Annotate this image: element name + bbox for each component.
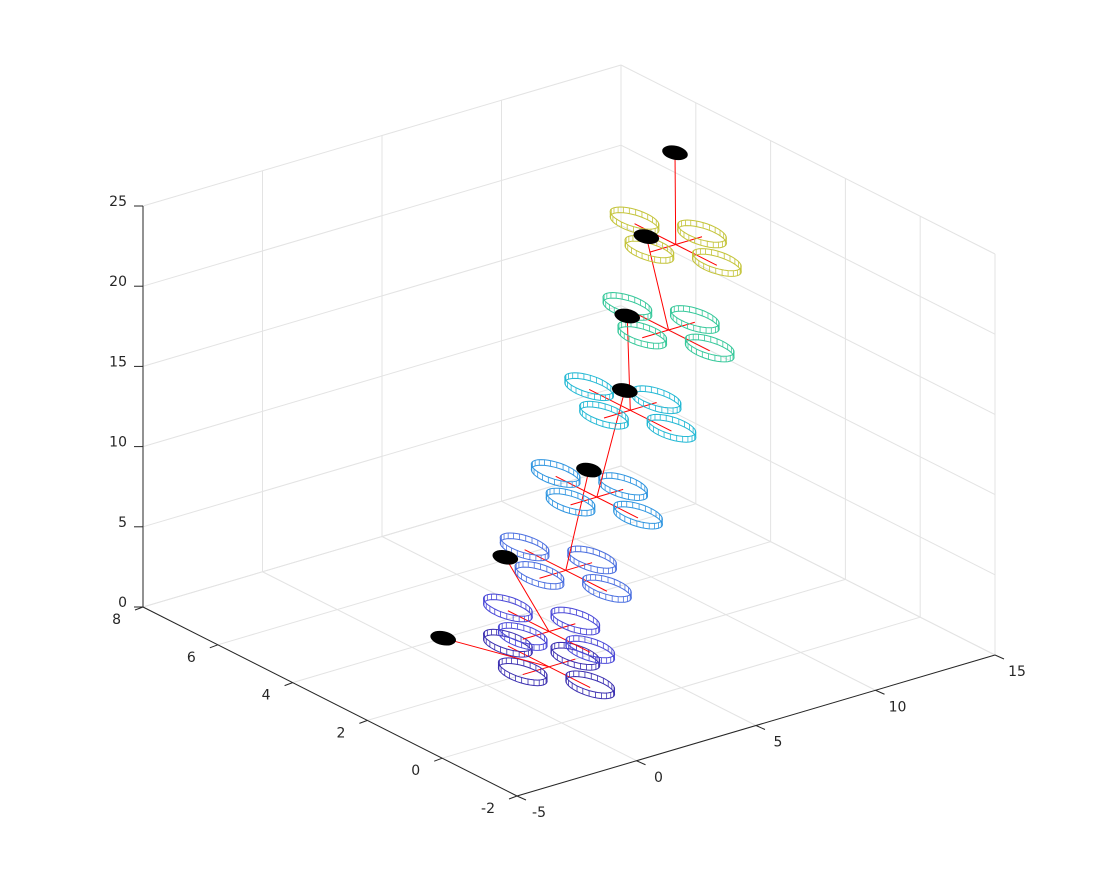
marker bbox=[633, 229, 660, 244]
y-tick-label: -2 bbox=[481, 801, 495, 817]
quadcopter bbox=[530, 459, 663, 530]
quadcopter bbox=[602, 291, 735, 363]
x-tick-label: 5 bbox=[774, 735, 783, 751]
grid-line bbox=[501, 500, 876, 691]
rotor bbox=[482, 593, 533, 623]
link bbox=[674, 152, 677, 245]
marker bbox=[576, 462, 602, 478]
x-tick bbox=[994, 654, 1005, 660]
y-tick bbox=[284, 682, 293, 687]
rotor bbox=[609, 206, 660, 236]
link bbox=[645, 236, 670, 331]
x-tick bbox=[636, 760, 646, 766]
link bbox=[565, 469, 590, 571]
quadcopter bbox=[482, 628, 616, 700]
y-tick-label: 2 bbox=[336, 725, 345, 741]
quadcopter bbox=[482, 593, 616, 664]
grid-line bbox=[142, 465, 622, 608]
y-tick-label: 6 bbox=[187, 650, 196, 666]
x-tick-label: -5 bbox=[532, 805, 546, 821]
marker bbox=[492, 549, 519, 565]
rotor bbox=[565, 670, 616, 700]
marker bbox=[662, 145, 688, 161]
marker bbox=[612, 383, 638, 398]
y-tick-label: 4 bbox=[262, 688, 271, 704]
link bbox=[443, 637, 550, 668]
grid-line bbox=[620, 465, 996, 656]
y-tick-label: 0 bbox=[411, 763, 420, 779]
z-tick-label: 10 bbox=[109, 435, 127, 451]
link bbox=[504, 557, 550, 632]
rotor bbox=[691, 248, 742, 277]
marker bbox=[614, 308, 640, 324]
quadcopter bbox=[499, 532, 632, 603]
rotor bbox=[530, 459, 581, 488]
x-tick-label: 15 bbox=[1008, 664, 1026, 680]
rotor bbox=[598, 472, 649, 502]
rotor bbox=[677, 219, 727, 249]
z-tick-label: 20 bbox=[109, 274, 127, 290]
y-tick bbox=[508, 795, 518, 800]
grid-line bbox=[217, 503, 696, 646]
rotor bbox=[631, 385, 682, 415]
y-tick bbox=[209, 644, 218, 649]
rotor bbox=[613, 500, 663, 530]
marker bbox=[430, 630, 456, 646]
y-tick bbox=[434, 757, 443, 762]
x-tick bbox=[755, 725, 766, 730]
grid-line bbox=[442, 616, 921, 759]
rotor bbox=[567, 545, 617, 575]
rotor bbox=[669, 305, 720, 334]
y-axis bbox=[142, 606, 518, 797]
grid-line bbox=[142, 305, 622, 448]
grid-line bbox=[620, 144, 996, 335]
grid-line bbox=[142, 385, 622, 528]
z-tick-label: 15 bbox=[109, 354, 127, 370]
x-tick bbox=[516, 795, 527, 801]
rotor bbox=[564, 372, 615, 402]
x-tick bbox=[875, 689, 885, 695]
rotor bbox=[646, 413, 697, 443]
rotor bbox=[684, 333, 735, 363]
y-tick-label: 8 bbox=[112, 612, 121, 628]
grid-line bbox=[142, 144, 622, 287]
quadcopter bbox=[609, 206, 742, 277]
rotor bbox=[581, 573, 632, 603]
grid-line bbox=[620, 385, 996, 576]
z-tick-label: 25 bbox=[109, 194, 127, 210]
z-tick-label: 0 bbox=[118, 595, 127, 611]
z-tick-label: 5 bbox=[118, 515, 127, 531]
x-tick-label: 0 bbox=[654, 770, 663, 786]
grid-line bbox=[142, 224, 622, 367]
grid-line bbox=[620, 224, 996, 415]
grid-line bbox=[620, 64, 996, 255]
rotor bbox=[550, 606, 601, 636]
y-tick bbox=[359, 719, 368, 724]
x-tick-label: 10 bbox=[889, 699, 907, 715]
grid-line bbox=[262, 571, 637, 762]
link bbox=[596, 390, 626, 498]
grid-line bbox=[142, 64, 622, 207]
